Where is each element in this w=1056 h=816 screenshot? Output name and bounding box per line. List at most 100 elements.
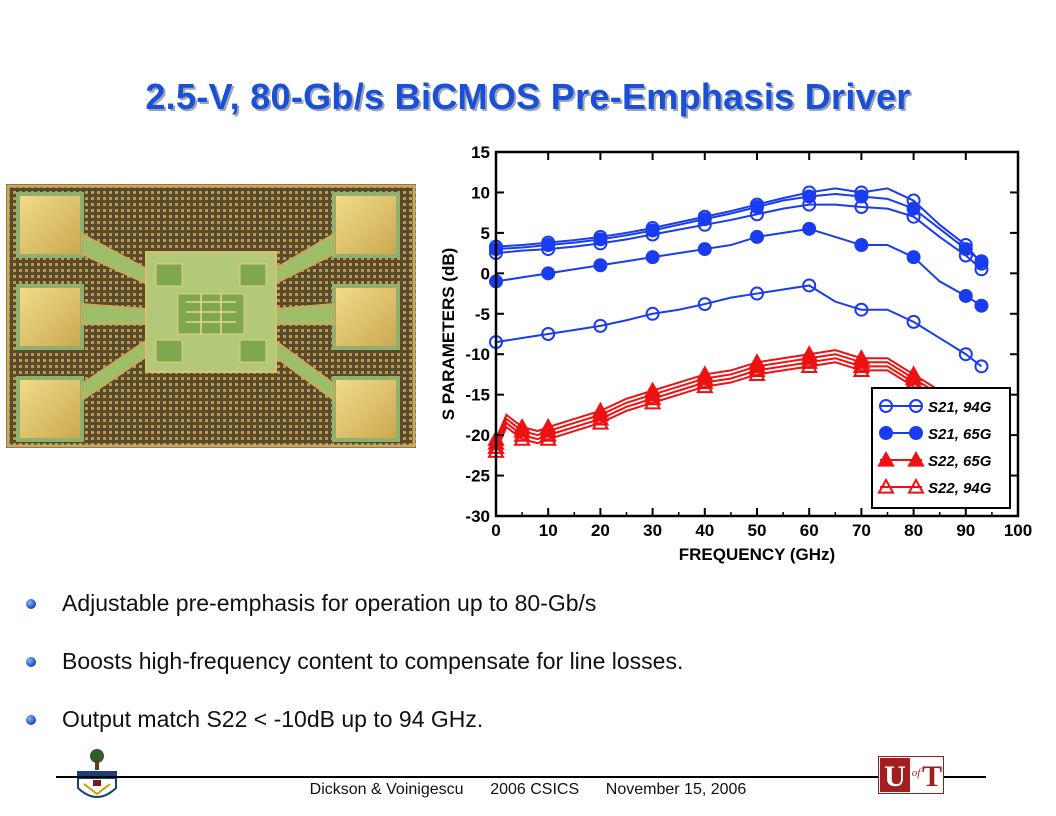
data-point — [591, 413, 610, 430]
data-point — [974, 359, 989, 374]
data-point — [854, 185, 869, 200]
footer-date: November 15, 2006 — [605, 781, 747, 798]
data-point — [909, 426, 923, 440]
bond-pads — [16, 192, 400, 442]
data-point — [645, 221, 660, 236]
legend-item: S22, 94G — [877, 477, 992, 497]
x-tick-label: 20 — [591, 521, 610, 540]
bullet-item: Boosts high-frequency content to compens… — [24, 644, 1024, 702]
logo-of: of — [912, 767, 923, 779]
bullet-item: Output match S22 < -10dB up to 94 GHz. — [24, 702, 1024, 760]
x-tick-label: 40 — [695, 521, 714, 540]
data-point — [748, 365, 766, 382]
y-tick-label: -10 — [465, 345, 490, 364]
y-tick-label: 10 — [471, 183, 490, 202]
x-tick-label: 30 — [643, 521, 662, 540]
data-point — [593, 318, 608, 333]
data-point — [854, 238, 869, 253]
y-tick-label: 15 — [471, 143, 490, 162]
legend-label: S22, 65G — [928, 453, 992, 470]
data-point — [645, 250, 660, 265]
bullet-icon — [26, 657, 36, 667]
data-point — [802, 278, 817, 293]
series-path — [495, 284, 983, 368]
slide-title: 2.5-V, 80-Gb/s BiCMOS Pre-Emphasis Drive… — [145, 76, 911, 117]
data-point — [958, 288, 973, 303]
data-point — [750, 229, 764, 244]
bullet-text: Output match S22 < -10dB up to 94 GHz. — [62, 706, 484, 732]
x-tick-label: 80 — [904, 521, 923, 540]
data-point — [748, 361, 766, 377]
data-point — [958, 238, 973, 253]
logo-letter-u: U — [884, 760, 906, 793]
data-point — [750, 286, 764, 301]
data-point — [750, 197, 764, 212]
data-point — [800, 353, 818, 369]
data-point — [513, 426, 531, 442]
data-point — [958, 242, 973, 257]
footer-conference: 2006 CSICS — [490, 781, 580, 798]
data-point — [541, 327, 556, 341]
legend-label: S22, 94G — [928, 480, 992, 497]
bullet-icon — [26, 599, 36, 609]
university-crest-icon — [77, 749, 117, 798]
x-tick-label: 0 — [491, 521, 500, 540]
y-tick-label: 5 — [481, 224, 490, 243]
data-point — [906, 193, 921, 208]
series-path — [495, 187, 983, 265]
x-axis-label: FREQUENCY (GHz) — [679, 545, 835, 564]
series-line — [489, 221, 989, 313]
series-path — [495, 203, 983, 271]
y-tick-label: -30 — [465, 507, 490, 526]
legend: S21, 94G S21, 65G S22, 65G S22, 94G — [871, 387, 1011, 509]
data-point — [591, 409, 610, 426]
legend-item: S21, 94G — [879, 399, 992, 416]
footer-authors: Dickson & Voinigescu — [309, 781, 464, 798]
x-tick-label: 10 — [539, 521, 558, 540]
series-line — [489, 278, 989, 374]
bullet-list: Adjustable pre-emphasis for operation up… — [24, 586, 1024, 760]
logo-letter-t: T — [922, 760, 942, 793]
y-axis-label: S PARAMETERS (dB) — [440, 248, 458, 421]
x-tick-label: 100 — [1004, 521, 1032, 540]
y-tick-label: -15 — [465, 386, 490, 405]
s-parameter-chart: 0 10 20 30 40 50 60 70 80 90 100151050-5-10-15-20-… — [440, 143, 1032, 564]
legend-item: S22, 65G — [877, 450, 992, 470]
legend-label: S21, 94G — [928, 399, 992, 416]
x-tick-label: 50 — [748, 521, 767, 540]
data-point — [593, 258, 608, 273]
x-tick-label: 70 — [852, 521, 871, 540]
data-point — [802, 221, 817, 236]
data-point — [697, 242, 712, 257]
x-tick-label: 60 — [800, 521, 819, 540]
y-tick-label: -20 — [465, 426, 490, 445]
legend-item: S21, 65G — [879, 426, 992, 443]
data-point — [879, 399, 893, 413]
data-point — [907, 477, 925, 494]
data-point — [800, 357, 818, 373]
data-point — [645, 306, 660, 321]
x-tick-label: 90 — [956, 521, 975, 540]
data-point — [541, 235, 556, 250]
data-point — [854, 302, 869, 317]
data-point — [852, 361, 871, 377]
data-point — [696, 377, 714, 394]
footer: Dickson & Voinigescu 2006 CSICS November… — [0, 781, 1056, 799]
y-tick-label: 0 — [481, 264, 490, 283]
y-tick-label: -25 — [465, 467, 490, 486]
data-point — [643, 393, 662, 410]
data-point — [852, 357, 871, 373]
data-point — [854, 189, 869, 204]
data-point — [697, 297, 712, 312]
data-point — [877, 477, 895, 494]
y-tick-label: -5 — [475, 305, 490, 324]
legend-label: S21, 65G — [928, 426, 992, 443]
footer-rule — [56, 776, 986, 778]
data-point — [974, 256, 989, 271]
bullet-item: Adjustable pre-emphasis for operation up… — [24, 586, 1024, 644]
data-point — [907, 450, 925, 467]
data-point — [906, 250, 921, 265]
data-point — [974, 298, 989, 313]
bullet-icon — [26, 715, 36, 725]
bullet-text: Adjustable pre-emphasis for operation up… — [62, 590, 597, 616]
